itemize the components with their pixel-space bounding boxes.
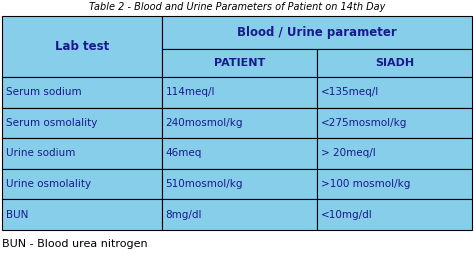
Text: 46meq: 46meq [165, 148, 202, 159]
Bar [2, 77, 162, 108]
Text: Urine sodium: Urine sodium [6, 148, 75, 159]
Bar [2, 169, 162, 199]
Text: 8mg/dl: 8mg/dl [165, 210, 202, 220]
Text: Blood / Urine parameter: Blood / Urine parameter [237, 26, 397, 39]
Bar [2, 199, 162, 230]
Text: 240mosmol/kg: 240mosmol/kg [165, 118, 243, 128]
Bar [317, 49, 472, 77]
Bar [162, 49, 317, 77]
Bar [162, 169, 317, 199]
Text: PATIENT: PATIENT [214, 58, 265, 68]
Text: <10mg/dl: <10mg/dl [321, 210, 373, 220]
Text: Serum osmolality: Serum osmolality [6, 118, 97, 128]
Text: >100 mosmol/kg: >100 mosmol/kg [321, 179, 410, 189]
Text: <135meq/l: <135meq/l [321, 87, 379, 97]
Text: BUN - Blood urea nitrogen: BUN - Blood urea nitrogen [2, 239, 147, 249]
Bar [2, 138, 162, 169]
Bar [162, 199, 317, 230]
Text: Serum sodium: Serum sodium [6, 87, 82, 97]
Text: 114meq/l: 114meq/l [165, 87, 215, 97]
Bar [317, 108, 472, 138]
Text: <275mosmol/kg: <275mosmol/kg [321, 118, 407, 128]
Text: SIADH: SIADH [375, 58, 414, 68]
Bar [317, 199, 472, 230]
Bar [162, 138, 317, 169]
Bar [317, 77, 472, 108]
Text: Lab test: Lab test [55, 40, 109, 53]
Text: > 20meq/l: > 20meq/l [321, 148, 375, 159]
Bar [317, 169, 472, 199]
Bar [2, 16, 162, 77]
Bar [162, 108, 317, 138]
Bar [317, 138, 472, 169]
Bar [162, 16, 472, 49]
Text: 510mosmol/kg: 510mosmol/kg [165, 179, 243, 189]
Text: Table 2 - Blood and Urine Parameters of Patient on 14th Day: Table 2 - Blood and Urine Parameters of … [89, 2, 385, 12]
Bar [162, 77, 317, 108]
Text: BUN: BUN [6, 210, 28, 220]
Text: Urine osmolality: Urine osmolality [6, 179, 91, 189]
Bar [2, 108, 162, 138]
